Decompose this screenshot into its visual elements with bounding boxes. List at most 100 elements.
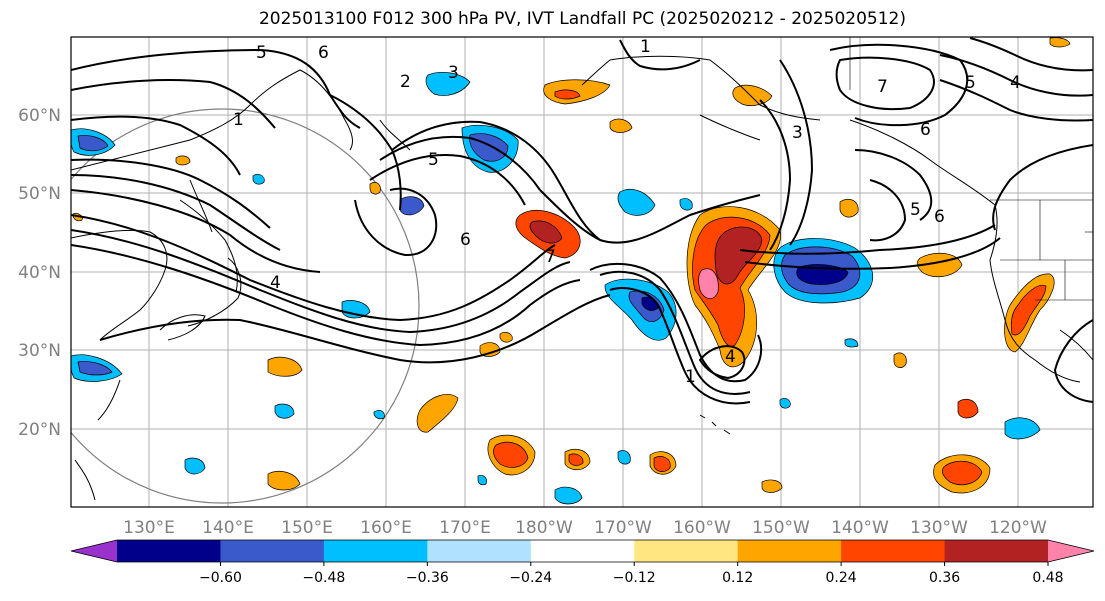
positive-anomalies: [72, 37, 1071, 494]
contour-label: 7: [877, 77, 888, 97]
contour-label: 1: [685, 367, 696, 387]
warm-blob-central-core: [714, 226, 763, 285]
lon-label: 160°W: [673, 518, 731, 538]
cool-blob-s: [373, 410, 385, 420]
contour-label: 6: [318, 43, 329, 63]
map-border: [70, 36, 1094, 508]
lat-label: 30°N: [18, 341, 61, 361]
warm-blob-b-inner: [554, 89, 581, 100]
warm-blob-m: [416, 394, 459, 433]
warm-blob-central-peak: [698, 268, 719, 299]
warm-blob-l: [267, 356, 303, 377]
colorbar-segment: [323, 540, 428, 562]
colorbar-tick-label: −0.24: [509, 570, 552, 586]
contour-label: 6: [920, 120, 931, 140]
colorbar-tick-label: 0.48: [1032, 570, 1063, 586]
warm-blob-w: [499, 332, 513, 343]
cool-blob-h: [399, 196, 425, 216]
contour-label: 5: [256, 43, 267, 63]
map-title: 2025013100 F012 300 hPa PV, IVT Landfall…: [258, 9, 906, 29]
contour-label: 1: [640, 37, 651, 57]
contour-label: 3: [792, 123, 803, 143]
colorbar-segment: [220, 540, 325, 562]
colorbar-outline: [70, 539, 1095, 563]
lat-label: 20°N: [18, 420, 61, 440]
lon-label: 150°E: [281, 518, 333, 538]
cool-blob-d: [425, 72, 471, 96]
contour-label: 5: [910, 200, 921, 220]
warm-blob-n: [267, 470, 301, 491]
colorbar-tick-label: −0.36: [406, 570, 449, 586]
contour-labels: 5 6 1 2 3 4 5 1 7 3 4 5 6 5 6 6 7 1 4: [233, 37, 1021, 387]
cool-blob-p: [252, 174, 265, 185]
colorbar-segment: [117, 540, 221, 562]
coastlines: [71, 55, 1093, 501]
lon-label: 170°W: [594, 518, 652, 538]
warm-blob-j-inner: [941, 460, 983, 486]
contour-label: 3: [448, 63, 459, 83]
colorbar: [70, 539, 1095, 563]
colorbar-segment: [427, 540, 532, 562]
warm-blob-h-inner: [493, 441, 529, 468]
lon-label: 130°E: [123, 518, 175, 538]
lon-label: 140°W: [831, 518, 889, 538]
colorbar-tick-label: 0.24: [826, 570, 857, 586]
colorbar-segment: [841, 540, 946, 562]
warm-blob-i-inner: [653, 456, 671, 472]
contour-label: 7: [545, 247, 556, 267]
contour-label: 2: [400, 72, 411, 92]
colorbar-segment: [944, 540, 1049, 562]
cool-blob-m: [554, 486, 583, 505]
contour-label: 4: [1010, 73, 1021, 93]
lat-label: 60°N: [18, 106, 61, 126]
colorbar-tick-label: −0.48: [302, 570, 345, 586]
cool-blob-e-inner: [77, 135, 109, 152]
lon-label: 150°W: [752, 518, 810, 538]
warm-blob-e: [839, 198, 859, 218]
lon-label: 160°E: [360, 518, 412, 538]
warm-blob-r: [175, 155, 191, 166]
political-borders: [849, 37, 1093, 301]
lon-label: 180°W: [515, 518, 573, 538]
pv-contours: [71, 37, 1093, 405]
lon-label: 140°E: [202, 518, 254, 538]
colorbar-segment: [634, 540, 739, 562]
lon-label: 120°W: [989, 518, 1047, 538]
lat-label: 40°N: [18, 263, 61, 283]
colorbar-extend-max: [1048, 540, 1094, 562]
contour-label: 5: [428, 150, 439, 170]
contour-label: 4: [725, 347, 736, 367]
colorbar-tick-label: 0.12: [722, 570, 753, 586]
cool-blob-g: [617, 189, 656, 216]
colorbar-tick-label: 0.36: [929, 570, 960, 586]
lat-label: 50°N: [18, 184, 61, 204]
colorbar-tick-label: −0.12: [613, 570, 656, 586]
warm-blob-g-inner: [1010, 284, 1047, 336]
lon-label: 170°E: [439, 518, 491, 538]
contour-label: 6: [460, 230, 471, 250]
warm-blob-k-inner: [568, 453, 584, 466]
cool-blob-r: [844, 338, 859, 348]
longitude-labels: 130°E 140°E 150°E 160°E 170°E 180°W 170°…: [123, 518, 1047, 538]
contour-label: 1: [233, 110, 244, 130]
cool-blob-n: [679, 198, 693, 211]
colorbar-extend-min: [71, 540, 117, 562]
cool-blob-q: [779, 398, 791, 409]
warm-blob-t: [1049, 37, 1071, 48]
warm-blob-a-core: [529, 220, 563, 244]
cool-blob-o: [617, 450, 631, 465]
contour-label: 4: [270, 273, 281, 293]
cool-blob-k: [184, 457, 206, 475]
contour-label: 5: [965, 73, 976, 93]
warm-blob-d: [609, 118, 633, 133]
lon-label: 130°W: [910, 518, 968, 538]
colorbar-segment: [530, 540, 635, 562]
cool-blob-f-inner: [77, 361, 113, 376]
warm-blob-s: [893, 352, 907, 368]
colorbar-ticks: −0.60 −0.48 −0.36 −0.24 −0.12 0.12 0.24 0.36 0.4…: [199, 562, 1064, 586]
contour-label: 6: [934, 207, 945, 227]
region-circle: [71, 108, 420, 504]
cool-blob-l: [274, 403, 295, 419]
colorbar-segment: [737, 540, 842, 562]
